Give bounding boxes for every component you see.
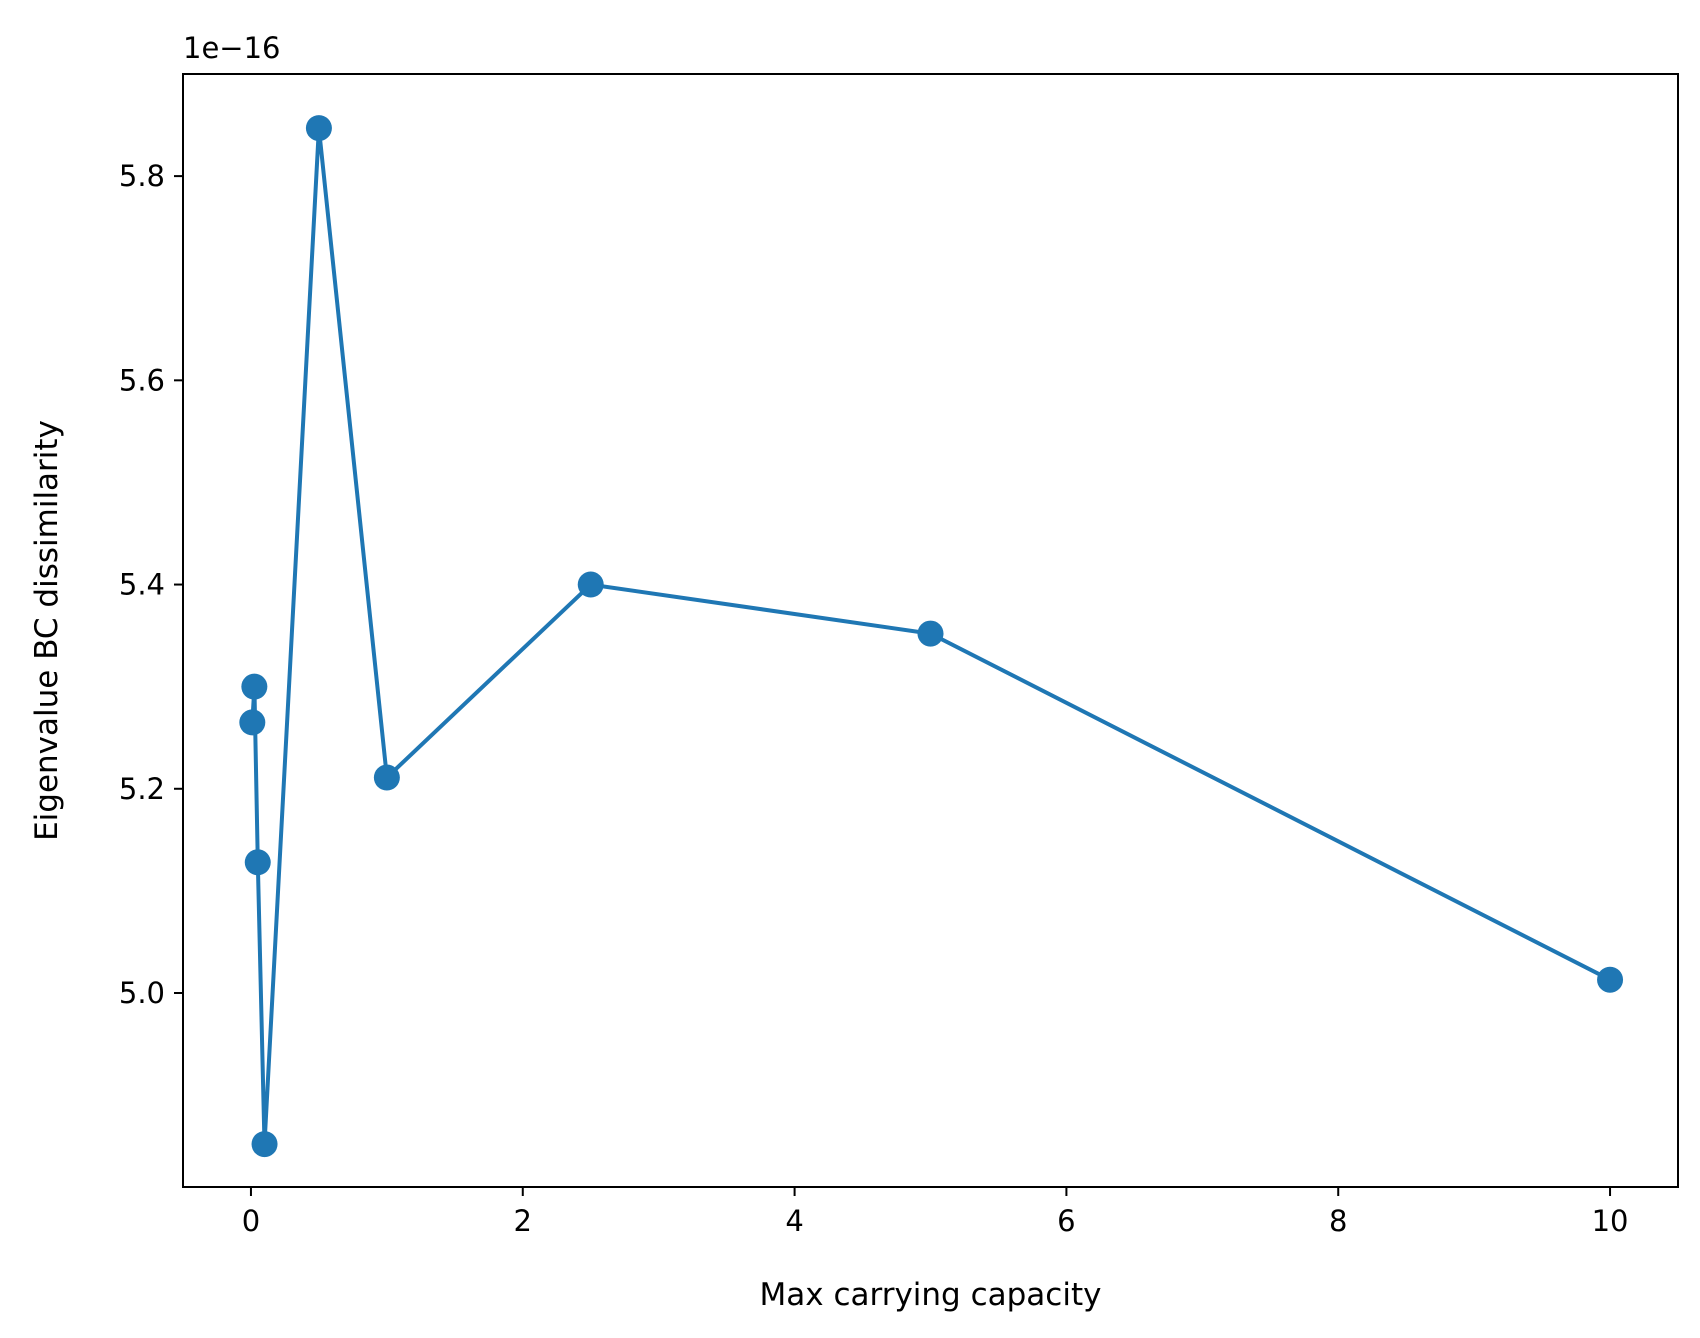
data-point [918,621,944,647]
y-tick-label: 5.8 [119,159,165,193]
y-tick-label: 5.4 [119,568,165,602]
y-offset-label: 1e−16 [183,31,281,65]
x-tick-label: 0 [242,1204,260,1238]
y-tick-label: 5.6 [119,363,165,397]
x-axis-label: Max carrying capacity [760,1277,1102,1313]
x-tick-label: 8 [1329,1204,1347,1238]
x-tick-label: 6 [1057,1204,1075,1238]
y-tick-label: 5.2 [119,772,165,806]
x-tick-label: 4 [785,1204,803,1238]
data-point [252,1131,278,1157]
data-point [306,115,332,141]
x-tick-label: 2 [514,1204,532,1238]
data-point [245,849,271,875]
data-point [239,709,265,735]
data-point [1597,967,1623,993]
x-tick-label: 10 [1592,1204,1629,1238]
y-axis-label: Eigenvalue BC dissimilarity [29,420,65,841]
data-point [241,674,267,700]
data-point [578,572,604,598]
data-point [374,765,400,791]
y-tick-label: 5.0 [119,976,165,1010]
